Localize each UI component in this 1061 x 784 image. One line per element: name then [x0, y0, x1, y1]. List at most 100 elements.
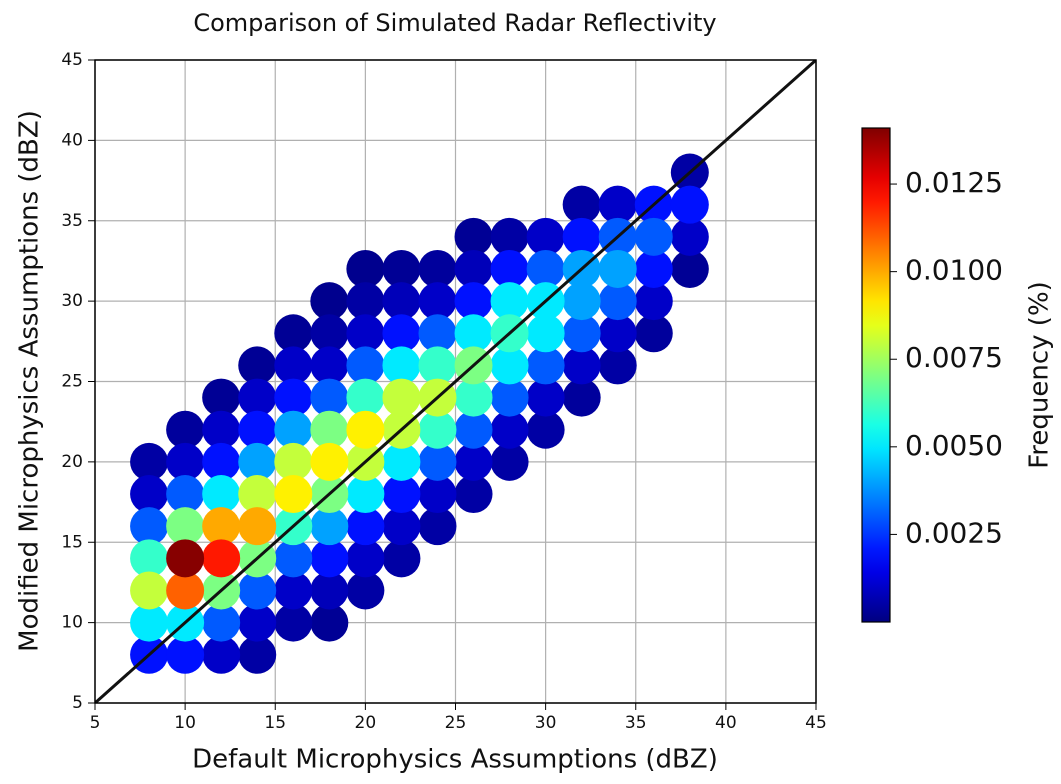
point	[202, 378, 241, 417]
point	[562, 314, 601, 353]
point	[202, 507, 241, 546]
point	[310, 410, 349, 449]
point	[526, 346, 565, 385]
y-axis-label: Modified Microphysics Assumptions (dBZ)	[15, 110, 45, 652]
point	[274, 378, 313, 417]
point	[382, 314, 421, 353]
point	[526, 249, 565, 288]
point	[346, 539, 385, 578]
point	[454, 314, 493, 353]
point	[346, 507, 385, 546]
point	[526, 314, 565, 353]
point	[238, 410, 277, 449]
point	[166, 635, 205, 674]
point	[274, 346, 313, 385]
point	[418, 507, 457, 546]
point	[274, 410, 313, 449]
y-tick-label: 45	[61, 50, 83, 70]
point	[454, 442, 493, 481]
y-tick-label: 15	[61, 532, 83, 552]
point	[166, 442, 205, 481]
point	[130, 603, 169, 642]
point	[238, 507, 277, 546]
x-tick-label: 40	[715, 713, 737, 733]
point	[346, 314, 385, 353]
point	[202, 410, 241, 449]
point	[130, 475, 169, 514]
point	[310, 314, 349, 353]
y-tick-label: 5	[72, 693, 83, 713]
point	[130, 507, 169, 546]
point	[346, 249, 385, 288]
point	[418, 346, 457, 385]
point	[418, 314, 457, 353]
x-tick-label: 30	[535, 713, 557, 733]
point	[382, 346, 421, 385]
point	[310, 346, 349, 385]
point	[130, 442, 169, 481]
point	[310, 571, 349, 610]
point	[166, 539, 205, 578]
point	[166, 571, 205, 610]
point	[418, 442, 457, 481]
point	[598, 314, 637, 353]
point	[238, 603, 277, 642]
point	[166, 507, 205, 546]
point	[454, 378, 493, 417]
point	[382, 539, 421, 578]
point	[274, 475, 313, 514]
point	[202, 442, 241, 481]
point	[598, 282, 637, 321]
point	[202, 475, 241, 514]
point	[238, 346, 277, 385]
point	[346, 282, 385, 321]
x-tick-label: 25	[445, 713, 467, 733]
point	[346, 410, 385, 449]
point	[382, 475, 421, 514]
point	[670, 185, 709, 224]
colorbar-tick-label: 0.0025	[905, 516, 1003, 549]
colorbar-tick-label: 0.0050	[905, 429, 1003, 462]
point	[382, 282, 421, 321]
point	[130, 571, 169, 610]
point	[238, 378, 277, 417]
point	[238, 442, 277, 481]
point	[238, 475, 277, 514]
y-tick-label: 40	[61, 130, 83, 150]
point	[490, 217, 529, 256]
point	[238, 571, 277, 610]
y-tick-label: 25	[61, 372, 83, 392]
point	[526, 410, 565, 449]
point	[490, 378, 529, 417]
point	[310, 507, 349, 546]
point	[274, 603, 313, 642]
point	[310, 603, 349, 642]
x-tick-label: 20	[355, 713, 377, 733]
point	[634, 217, 673, 256]
point	[202, 635, 241, 674]
point	[310, 539, 349, 578]
y-tick-label: 20	[61, 452, 83, 472]
point	[382, 378, 421, 417]
point	[346, 475, 385, 514]
point	[382, 249, 421, 288]
colorbar	[861, 127, 891, 623]
colorbar-tick-label: 0.0075	[905, 341, 1003, 374]
point	[562, 378, 601, 417]
point	[310, 378, 349, 417]
x-tick-label: 15	[264, 713, 286, 733]
reference	[95, 60, 816, 703]
x-tick-label: 5	[90, 713, 101, 733]
point	[346, 378, 385, 417]
point	[454, 282, 493, 321]
y-tick-label: 10	[61, 613, 83, 633]
point	[202, 539, 241, 578]
point	[382, 507, 421, 546]
colorbar-tick-label: 0.0100	[905, 254, 1003, 287]
point	[418, 249, 457, 288]
point	[526, 217, 565, 256]
point	[490, 410, 529, 449]
point	[274, 314, 313, 353]
point	[274, 539, 313, 578]
